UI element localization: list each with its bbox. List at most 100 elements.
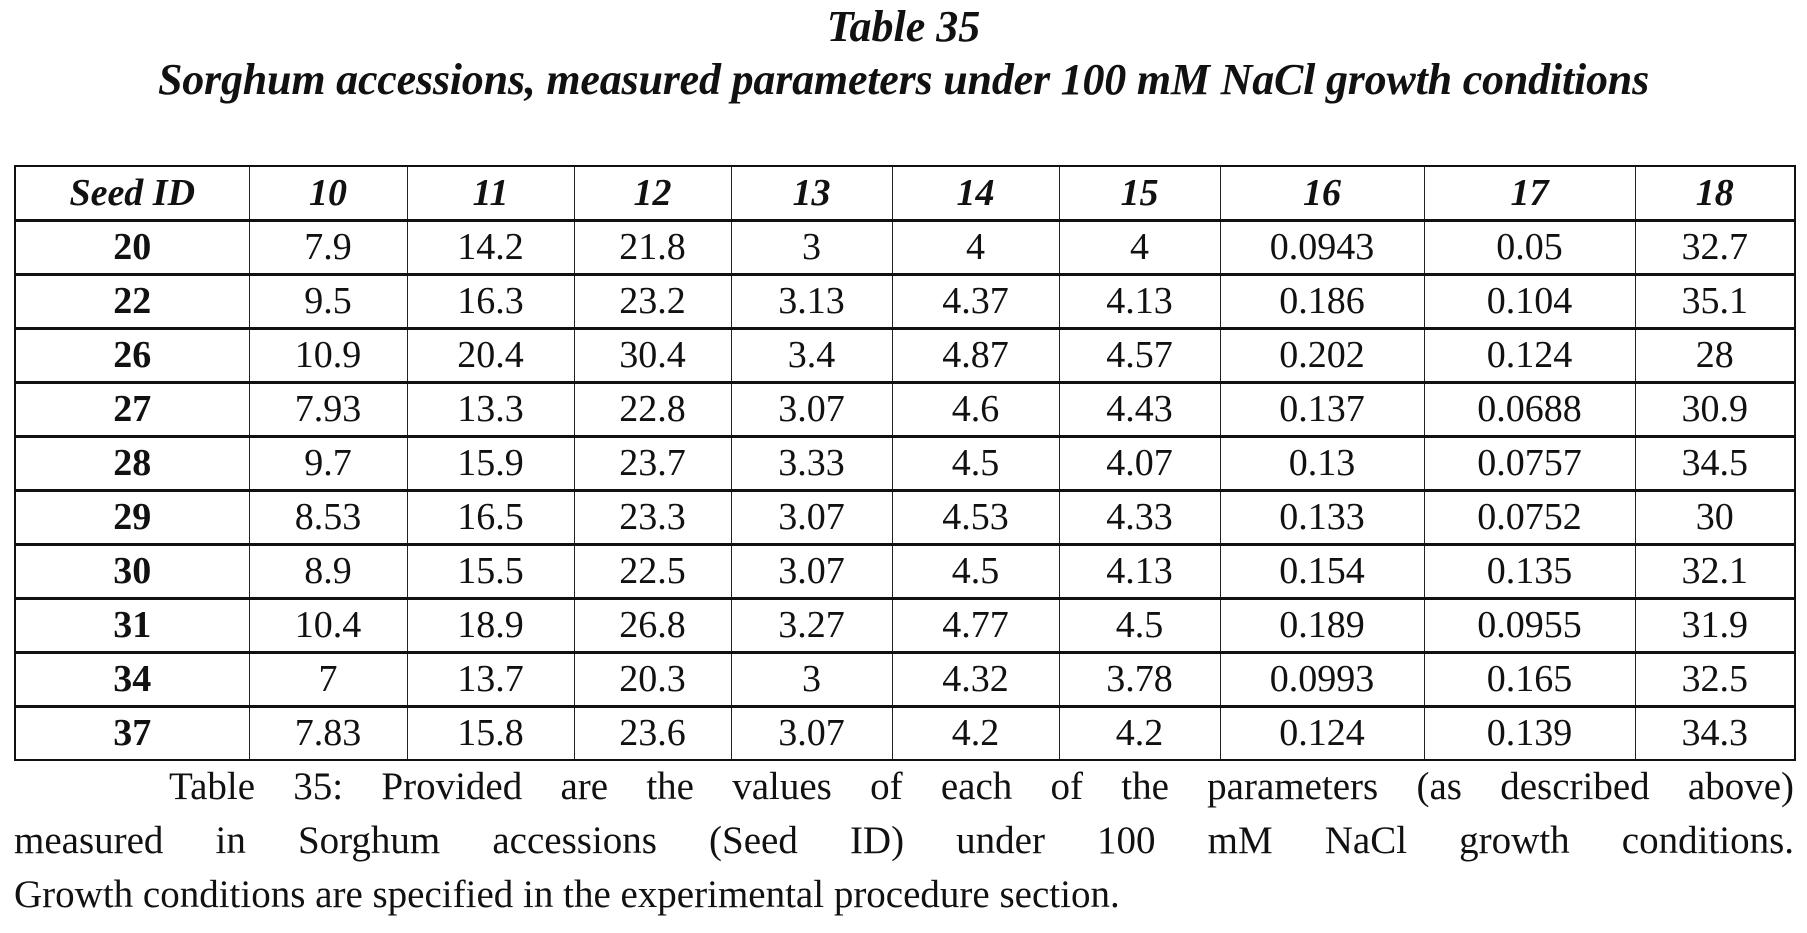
data-table: Seed ID 10 11 12 13 14 15 16 17 18 20 7.… <box>14 165 1796 761</box>
table-cell: 4.6 <box>892 383 1059 437</box>
table-row: 28 9.7 15.9 23.7 3.33 4.5 4.07 0.13 0.07… <box>15 437 1795 491</box>
table-cell: 3.07 <box>731 545 892 599</box>
column-header-11: 11 <box>407 166 574 221</box>
table-cell: 3.07 <box>731 383 892 437</box>
table-cell: 3.07 <box>731 491 892 545</box>
seed-id-cell: 28 <box>15 437 249 491</box>
table-cell: 4.57 <box>1059 329 1220 383</box>
table-cell: 4.53 <box>892 491 1059 545</box>
table-cell: 21.8 <box>574 221 731 275</box>
table-cell: 35.1 <box>1635 275 1795 329</box>
table-cell: 0.0752 <box>1424 491 1635 545</box>
caption-line-2: measured in Sorghum accessions (Seed ID)… <box>14 814 1794 868</box>
table-cell: 23.2 <box>574 275 731 329</box>
table-row: 22 9.5 16.3 23.2 3.13 4.37 4.13 0.186 0.… <box>15 275 1795 329</box>
table-cell: 23.7 <box>574 437 731 491</box>
table-row: 29 8.53 16.5 23.3 3.07 4.53 4.33 0.133 0… <box>15 491 1795 545</box>
table-cell: 0.139 <box>1424 707 1635 761</box>
table-cell: 13.7 <box>407 653 574 707</box>
table-header-row: Seed ID 10 11 12 13 14 15 16 17 18 <box>15 166 1795 221</box>
table-cell: 7 <box>249 653 407 707</box>
table-row: 20 7.9 14.2 21.8 3 4 4 0.0943 0.05 32.7 <box>15 221 1795 275</box>
table-cell: 16.5 <box>407 491 574 545</box>
table-cell: 0.0993 <box>1220 653 1424 707</box>
column-header-15: 15 <box>1059 166 1220 221</box>
table-cell: 4.33 <box>1059 491 1220 545</box>
seed-id-cell: 27 <box>15 383 249 437</box>
table-cell: 4.2 <box>892 707 1059 761</box>
column-header-13: 13 <box>731 166 892 221</box>
table-cell: 4.87 <box>892 329 1059 383</box>
table-cell: 23.6 <box>574 707 731 761</box>
table-cell: 4.77 <box>892 599 1059 653</box>
table-cell: 28 <box>1635 329 1795 383</box>
table-cell: 4 <box>1059 221 1220 275</box>
table-cell: 0.165 <box>1424 653 1635 707</box>
column-header-17: 17 <box>1424 166 1635 221</box>
seed-id-cell: 31 <box>15 599 249 653</box>
table-cell: 4.13 <box>1059 545 1220 599</box>
seed-id-cell: 29 <box>15 491 249 545</box>
table-cell: 14.2 <box>407 221 574 275</box>
table-cell: 4.2 <box>1059 707 1220 761</box>
seed-id-cell: 37 <box>15 707 249 761</box>
column-header-18: 18 <box>1635 166 1795 221</box>
table-cell: 9.5 <box>249 275 407 329</box>
table-cell: 0.13 <box>1220 437 1424 491</box>
table-cell: 4 <box>892 221 1059 275</box>
table-cell: 0.186 <box>1220 275 1424 329</box>
seed-id-cell: 30 <box>15 545 249 599</box>
table-row: 27 7.93 13.3 22.8 3.07 4.6 4.43 0.137 0.… <box>15 383 1795 437</box>
table-cell: 32.1 <box>1635 545 1795 599</box>
table-cell: 30 <box>1635 491 1795 545</box>
table-cell: 0.202 <box>1220 329 1424 383</box>
table-cell: 8.9 <box>249 545 407 599</box>
table-row: 34 7 13.7 20.3 3 4.32 3.78 0.0993 0.165 … <box>15 653 1795 707</box>
table-row: 26 10.9 20.4 30.4 3.4 4.87 4.57 0.202 0.… <box>15 329 1795 383</box>
table-cell: 30.4 <box>574 329 731 383</box>
table-cell: 3 <box>731 221 892 275</box>
table-cell: 3.4 <box>731 329 892 383</box>
table-cell: 26.8 <box>574 599 731 653</box>
table-cell: 3.07 <box>731 707 892 761</box>
table-cell: 18.9 <box>407 599 574 653</box>
table-cell: 31.9 <box>1635 599 1795 653</box>
table-title: Table 35 <box>0 2 1807 52</box>
table-cell: 4.32 <box>892 653 1059 707</box>
table-cell: 15.8 <box>407 707 574 761</box>
table-cell: 10.4 <box>249 599 407 653</box>
table-cell: 4.43 <box>1059 383 1220 437</box>
table-cell: 4.5 <box>892 437 1059 491</box>
table-subtitle: Sorghum accessions, measured parameters … <box>0 52 1807 108</box>
column-header-seed-id: Seed ID <box>15 166 249 221</box>
seed-id-cell: 26 <box>15 329 249 383</box>
table-cell: 23.3 <box>574 491 731 545</box>
table-cell: 7.93 <box>249 383 407 437</box>
table-cell: 34.3 <box>1635 707 1795 761</box>
column-header-14: 14 <box>892 166 1059 221</box>
table-cell: 0.0943 <box>1220 221 1424 275</box>
table-row: 30 8.9 15.5 22.5 3.07 4.5 4.13 0.154 0.1… <box>15 545 1795 599</box>
table-cell: 0.135 <box>1424 545 1635 599</box>
table-cell: 0.124 <box>1220 707 1424 761</box>
table-cell: 0.05 <box>1424 221 1635 275</box>
table-cell: 22.5 <box>574 545 731 599</box>
table-cell: 3.78 <box>1059 653 1220 707</box>
table-cell: 3 <box>731 653 892 707</box>
table-cell: 20.4 <box>407 329 574 383</box>
table-cell: 3.27 <box>731 599 892 653</box>
table-cell: 4.37 <box>892 275 1059 329</box>
seed-id-cell: 22 <box>15 275 249 329</box>
caption-line-3: Growth conditions are specified in the e… <box>14 868 1794 922</box>
table-cell: 4.5 <box>892 545 1059 599</box>
table-cell: 0.124 <box>1424 329 1635 383</box>
column-header-10: 10 <box>249 166 407 221</box>
table-cell: 7.83 <box>249 707 407 761</box>
table-cell: 9.7 <box>249 437 407 491</box>
table-cell: 10.9 <box>249 329 407 383</box>
caption-line-1: Table 35: Provided are the values of eac… <box>14 760 1794 814</box>
seed-id-cell: 34 <box>15 653 249 707</box>
table-cell: 7.9 <box>249 221 407 275</box>
table-caption: Table 35: Provided are the values of eac… <box>14 760 1794 922</box>
table-cell: 32.5 <box>1635 653 1795 707</box>
